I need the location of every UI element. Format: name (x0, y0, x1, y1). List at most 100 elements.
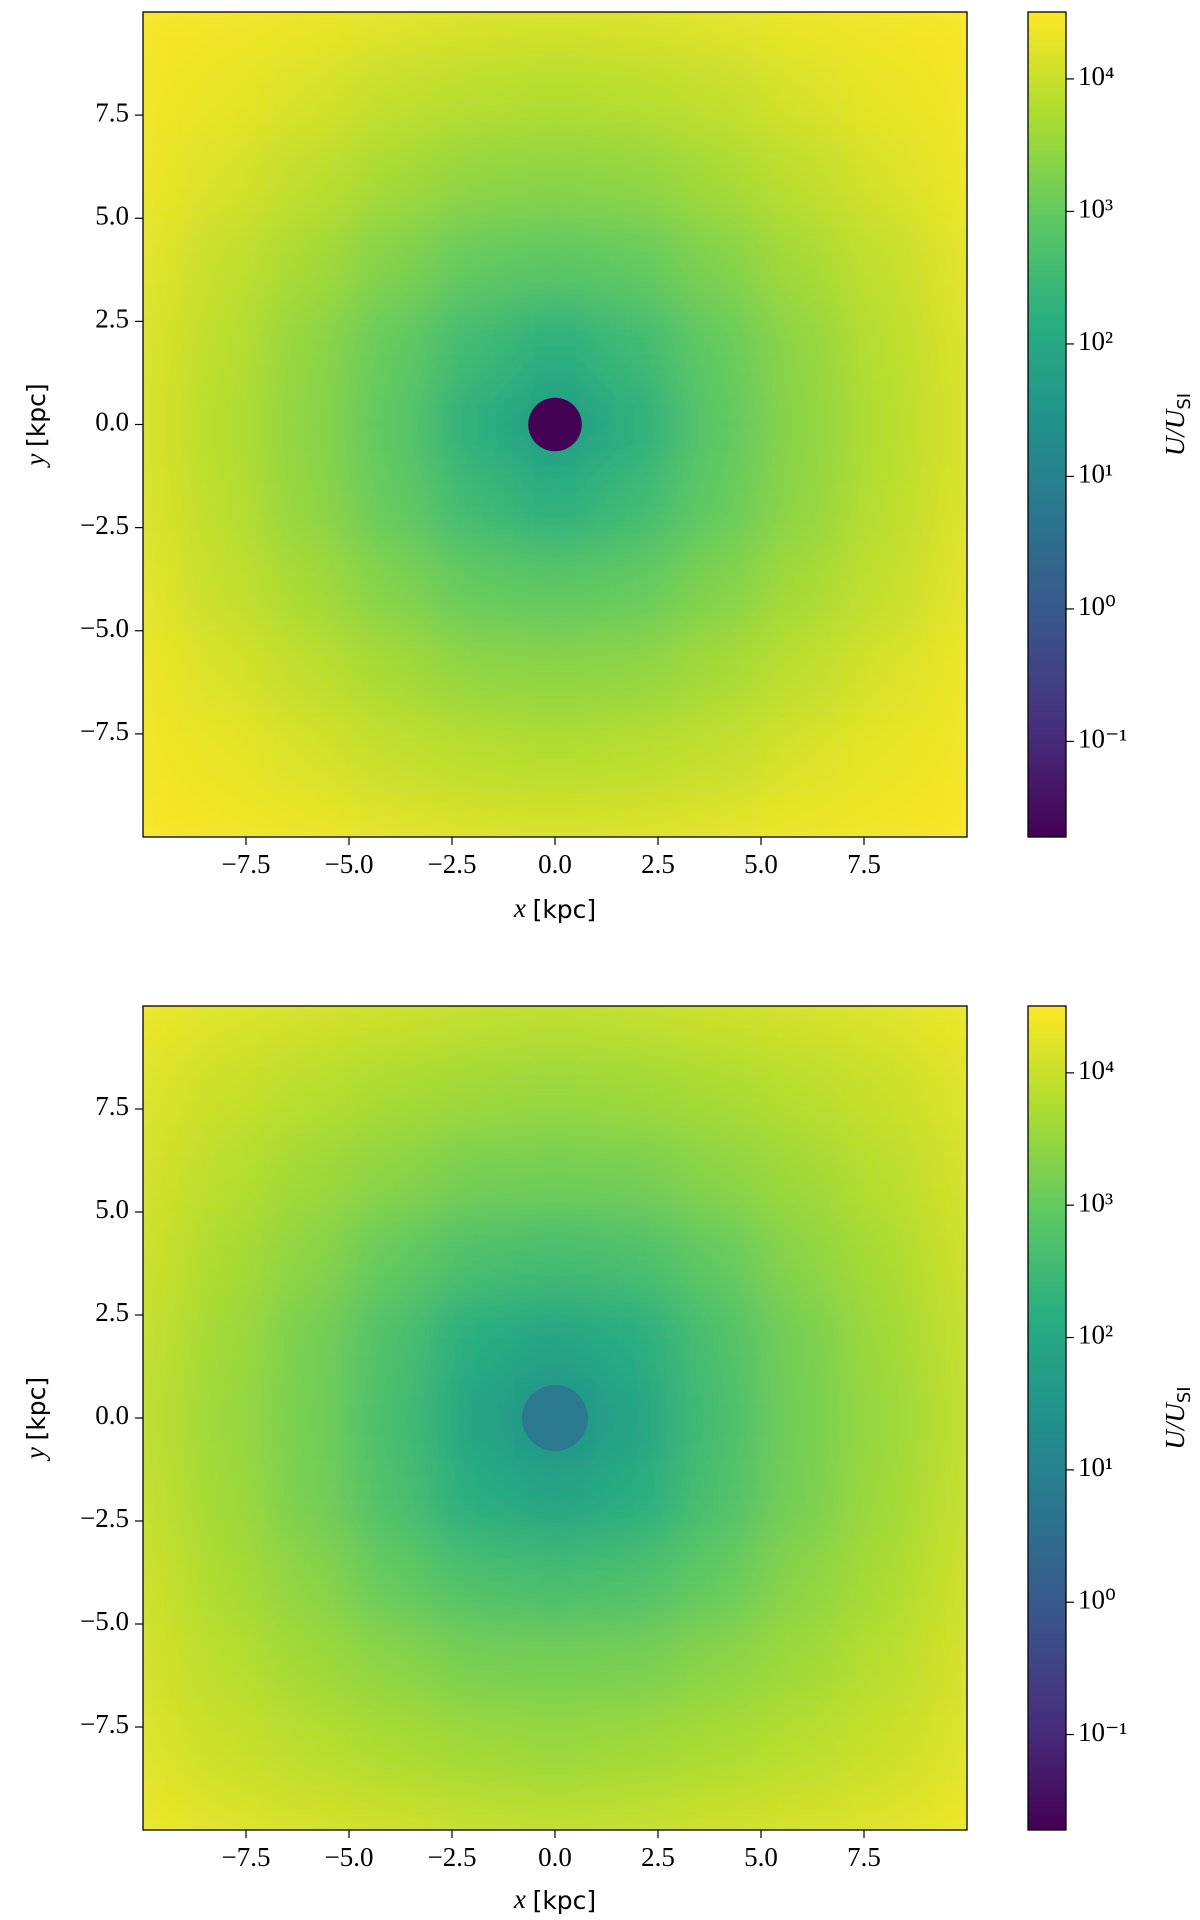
heat-cell (143, 1788, 185, 1830)
y-tick-label: −2.5 (80, 510, 129, 540)
y-axis-var: y (20, 1447, 50, 1462)
colorbar-tick-label: 10⁻¹ (1078, 724, 1127, 754)
heat-cell (596, 218, 680, 302)
heat-cell (349, 1047, 432, 1131)
heat-cell (761, 383, 844, 467)
heat-cell (431, 218, 515, 302)
heat-cell (843, 1212, 927, 1295)
heat-cell (143, 1006, 185, 1048)
colorbar-tick-label: 10⁰ (1078, 1584, 1116, 1614)
heat-cell (184, 53, 268, 137)
heat-cell (431, 1129, 515, 1213)
heat-cell (266, 1129, 350, 1213)
heat-cell (266, 1459, 350, 1543)
colorbar (1027, 11, 1067, 838)
heat-cell (431, 1294, 515, 1378)
heat-cell (761, 1294, 844, 1378)
heatmap-cells (143, 12, 967, 837)
y-tick-label: 2.5 (95, 1297, 129, 1327)
heat-cell (761, 465, 844, 549)
heat-cell (349, 383, 432, 467)
heat-cell (843, 465, 927, 549)
heat-cell (266, 1376, 350, 1460)
heat-cell (431, 795, 515, 837)
heat-cell (843, 53, 927, 137)
x-axis-label: x [kpc] (513, 1884, 596, 1915)
heat-cell (596, 465, 680, 549)
colorbar-tick-label: 10³ (1078, 194, 1113, 224)
heatmap (143, 12, 967, 837)
x-tick-label: 5.0 (744, 1842, 778, 1872)
x-tick-label: −7.5 (222, 1842, 271, 1872)
heatmap-cells (143, 1006, 967, 1830)
heat-cell (761, 1541, 844, 1625)
heat-cell (184, 1294, 268, 1378)
heat-cell (349, 1459, 432, 1543)
heat-cell (143, 53, 185, 137)
heat-cell (596, 795, 680, 837)
heat-cell (843, 135, 927, 219)
heat-cell (184, 1129, 268, 1213)
heat-cell (513, 53, 597, 137)
heat-cell (431, 1541, 515, 1625)
heat-cell (678, 795, 762, 837)
y-axis-unit: [kpc] (22, 383, 51, 447)
y-tick-label: 5.0 (95, 200, 129, 230)
heat-cell (761, 1006, 844, 1048)
heat-cell (431, 465, 515, 549)
heat-cell (349, 135, 432, 219)
heat-cell (596, 53, 680, 137)
heat-cell (184, 1541, 268, 1625)
heat-cell (761, 795, 844, 837)
heat-cell (925, 12, 967, 54)
heat-cell (596, 12, 680, 54)
heat-cell (678, 1294, 762, 1378)
heat-cell (925, 1624, 967, 1707)
heat-cell (266, 1788, 350, 1830)
heat-cell (843, 12, 927, 54)
colorbar-tick-label: 10¹ (1078, 459, 1113, 489)
heat-cell (761, 1047, 844, 1131)
heat-cell (678, 1624, 762, 1707)
heat-cell (678, 1212, 762, 1295)
heat-cell (843, 1459, 927, 1543)
heat-cell (925, 218, 967, 302)
y-tick-label: 7.5 (95, 1091, 129, 1121)
heat-cell (431, 1788, 515, 1830)
heat-cell (143, 1624, 185, 1707)
heat-cell (843, 300, 927, 384)
heat-cell (925, 630, 967, 714)
heat-cell (431, 383, 515, 467)
heat-cell (678, 1788, 762, 1830)
heat-cell (184, 713, 268, 797)
heat-cell (678, 53, 762, 137)
heat-cell (596, 713, 680, 797)
heat-cell (596, 1047, 680, 1131)
heat-cell (143, 548, 185, 632)
heat-cell (349, 713, 432, 797)
heat-cell (513, 218, 597, 302)
colorbar-label-sub: SI (1174, 1386, 1195, 1403)
x-axis-unit: [kpc] (533, 895, 597, 924)
x-tick-label: 7.5 (847, 1842, 881, 1872)
colorbar-label-main: U/U (1160, 1402, 1190, 1450)
heat-cell (266, 1294, 350, 1378)
heat-cell (678, 12, 762, 54)
y-tick-label: −5.0 (80, 1606, 129, 1636)
heat-cell (266, 300, 350, 384)
heat-cell (843, 1006, 927, 1048)
heat-cell (143, 795, 185, 837)
heat-cell (596, 300, 680, 384)
heat-cell (184, 1706, 268, 1790)
heat-cell (596, 1706, 680, 1790)
heat-cell (925, 1541, 967, 1625)
heat-cell (513, 12, 597, 54)
heat-cell (596, 1129, 680, 1213)
heat-cell (184, 1624, 268, 1707)
heat-cell (925, 1047, 967, 1131)
heat-cell (431, 548, 515, 632)
heat-cell (266, 630, 350, 714)
heat-cell (143, 12, 185, 54)
heat-cell (349, 795, 432, 837)
heat-cell (266, 12, 350, 54)
